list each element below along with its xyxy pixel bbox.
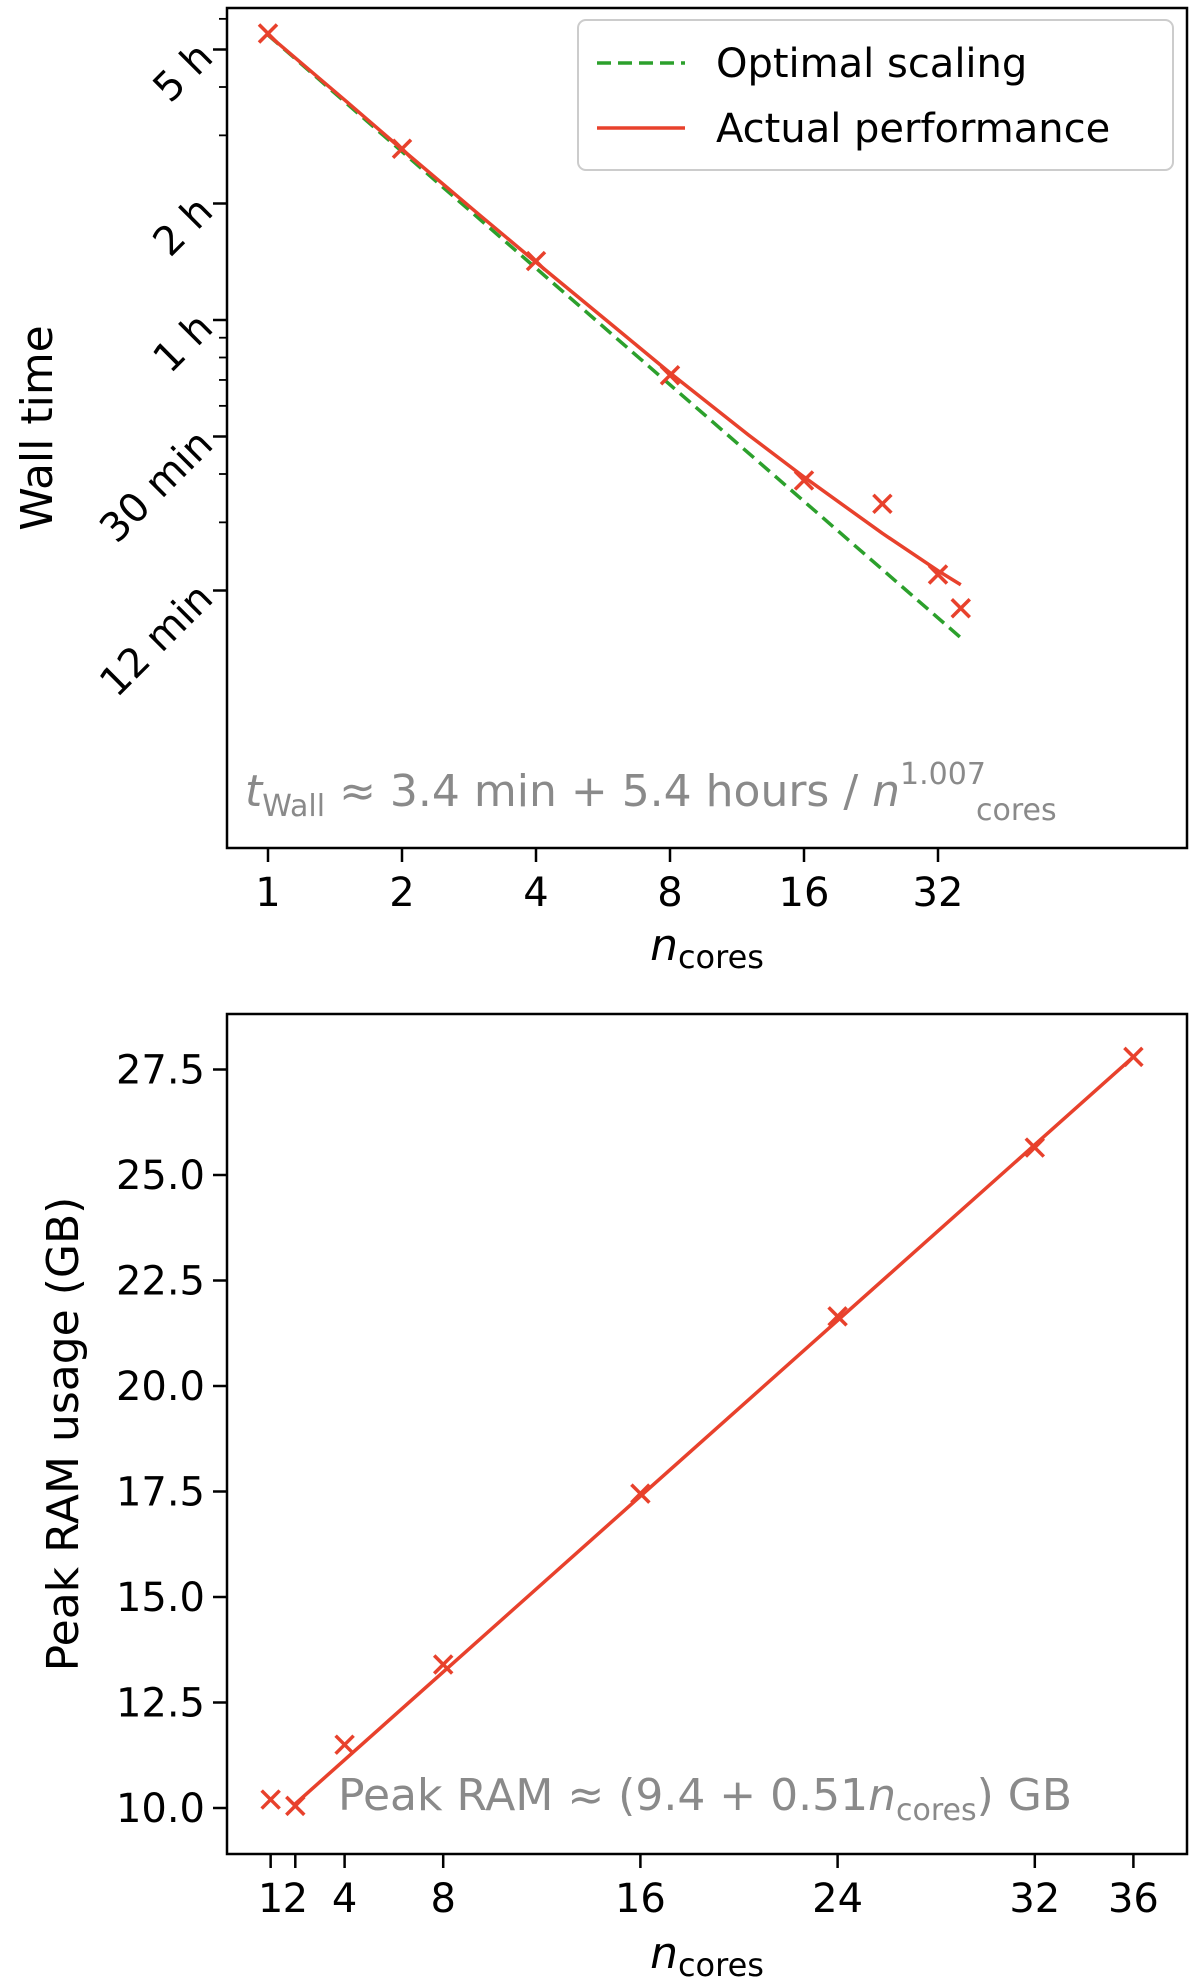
- marker-stroke: [659, 364, 681, 386]
- data-point-marker: [950, 597, 972, 619]
- x-tick-label: 1: [255, 870, 280, 916]
- data-point-marker: [872, 493, 893, 515]
- marker-stroke: [432, 1654, 454, 1675]
- x-tick-label: 16: [779, 870, 830, 916]
- x-axis-label-sub: cores: [678, 938, 764, 976]
- marker-stroke: [391, 138, 413, 159]
- marker-stroke: [334, 1734, 355, 1755]
- legend: Optimal scaling Actual performance: [577, 19, 1174, 171]
- y-axis-label: Peak RAM usage (GB): [38, 1197, 89, 1672]
- fit-annotation: tWall ≈ 3.4 min + 5.4 hours / n1.007 core…: [245, 757, 1057, 828]
- annotation-n-sub: cores: [896, 1793, 977, 1828]
- series-layer: [257, 23, 972, 640]
- x-tick-label: 1: [258, 1876, 283, 1922]
- plot-area-frame: [225, 6, 1189, 850]
- data-point-marker: [257, 23, 279, 44]
- y-tick-label: 30 min: [91, 421, 222, 552]
- data-point-marker: [391, 138, 413, 159]
- marker-stroke: [630, 1483, 651, 1504]
- data-point-marker: [793, 470, 815, 491]
- marker-stroke: [260, 1789, 281, 1810]
- y-tick-label: 20.0: [116, 1364, 205, 1410]
- wall-time-chart: 12 min 30 min 1 h 2 h 5 h 1 2 4 8 16 32 Optimal s…: [12, 6, 1189, 976]
- x-tick-label: 8: [430, 1876, 455, 1922]
- data-point-marker: [630, 1483, 651, 1504]
- y-tick-label: 1 h: [145, 304, 222, 381]
- y-tick-label: 2 h: [145, 188, 222, 265]
- x-axis-label: ncores: [650, 920, 764, 976]
- marker-stroke: [827, 1306, 848, 1327]
- y-tick-label: 27.5: [116, 1048, 205, 1094]
- fit-annotation: Peak RAM ≈ (9.4 + 0.51ncores) GB: [338, 1770, 1072, 1828]
- data-point-marker: [260, 1789, 281, 1810]
- y-axis-ticks: 10.0 12.5 15.0 17.5 20.0 22.5 25.0 27.5: [116, 1048, 227, 1832]
- peak-ram-chart: 10.012.515.017.520.022.525.027.5 1 2 4 8 16 2…: [38, 1012, 1189, 1984]
- data-point-marker: [1123, 1046, 1144, 1068]
- x-tick-label: 2: [283, 1876, 308, 1922]
- annotation-t: t: [245, 766, 264, 817]
- y-axis-label: Wall time: [12, 325, 63, 531]
- y-tick-label: 12 min: [91, 575, 222, 706]
- marker-stroke: [257, 23, 279, 44]
- x-axis-label-n: n: [650, 920, 678, 971]
- x-tick-label: 36: [1108, 1876, 1159, 1922]
- x-tick-label: 4: [523, 870, 548, 916]
- marker-stroke: [872, 493, 893, 515]
- x-axis-ticks: 1 2 4 8 16 32: [255, 848, 963, 916]
- marker-stroke: [285, 1795, 306, 1817]
- x-tick-label: 32: [913, 870, 964, 916]
- x-tick-label: 16: [615, 1876, 666, 1922]
- marker-stroke: [1024, 1137, 1046, 1158]
- plot-area-frame: [225, 1012, 1189, 1856]
- x-axis-ticks: 1 2 4 8 16 24 32 36: [258, 1854, 1159, 1922]
- annotation-label: Peak RAM: [338, 1770, 553, 1821]
- legend-label-actual: Actual performance: [716, 106, 1110, 152]
- y-tick-label: 10.0: [116, 1786, 205, 1832]
- data-point-marker: [525, 250, 547, 272]
- series-layer: [260, 1046, 1144, 1817]
- marker-stroke: [525, 250, 547, 272]
- ram-fit-line: [294, 1055, 1135, 1806]
- x-tick-label: 8: [657, 870, 682, 916]
- annotation-tail: ) GB: [977, 1770, 1072, 1821]
- data-point-marker: [285, 1795, 306, 1817]
- y-tick-label: 15.0: [116, 1575, 205, 1621]
- data-point-marker: [432, 1654, 454, 1675]
- y-tick-label: 22.5: [116, 1259, 205, 1305]
- legend-frame: [577, 19, 1174, 171]
- x-tick-label: 24: [812, 1876, 863, 1922]
- x-axis-label-n: n: [650, 1928, 678, 1979]
- y-tick-label: 17.5: [116, 1470, 205, 1516]
- annotation-n: n: [872, 766, 900, 817]
- annotation-n-sub: cores: [976, 793, 1057, 828]
- x-tick-label: 32: [1009, 1876, 1060, 1922]
- x-axis-label: ncores: [650, 1928, 764, 1984]
- marker-stroke: [950, 597, 972, 619]
- x-tick-label: 2: [389, 870, 414, 916]
- y-axis-ticks: 12 min 30 min 1 h 2 h 5 h: [91, 17, 227, 706]
- marker-stroke: [927, 564, 949, 585]
- data-point-marker: [827, 1306, 848, 1327]
- annotation-body: ≈ (9.4 + 0.51: [553, 1770, 868, 1821]
- data-point-marker: [927, 564, 949, 585]
- marker-stroke: [1123, 1046, 1144, 1068]
- data-point-marker: [659, 364, 681, 386]
- y-tick-label: 25.0: [116, 1153, 205, 1199]
- y-tick-label: 5 h: [145, 34, 222, 111]
- annotation-body: ≈ 3.4 min + 5.4 hours /: [325, 766, 872, 817]
- legend-label-optimal: Optimal scaling: [716, 41, 1027, 87]
- annotation-n: n: [868, 1770, 896, 1821]
- data-point-marker: [1024, 1137, 1046, 1158]
- marker-stroke: [793, 470, 815, 491]
- data-point-marker: [334, 1734, 355, 1755]
- y-tick-label: 12.5: [116, 1681, 205, 1727]
- x-axis-label-sub: cores: [678, 1946, 764, 1984]
- annotation-n-sup: 1.007: [900, 757, 986, 792]
- annotation-t-sub: Wall: [262, 789, 325, 824]
- x-tick-label: 4: [332, 1876, 357, 1922]
